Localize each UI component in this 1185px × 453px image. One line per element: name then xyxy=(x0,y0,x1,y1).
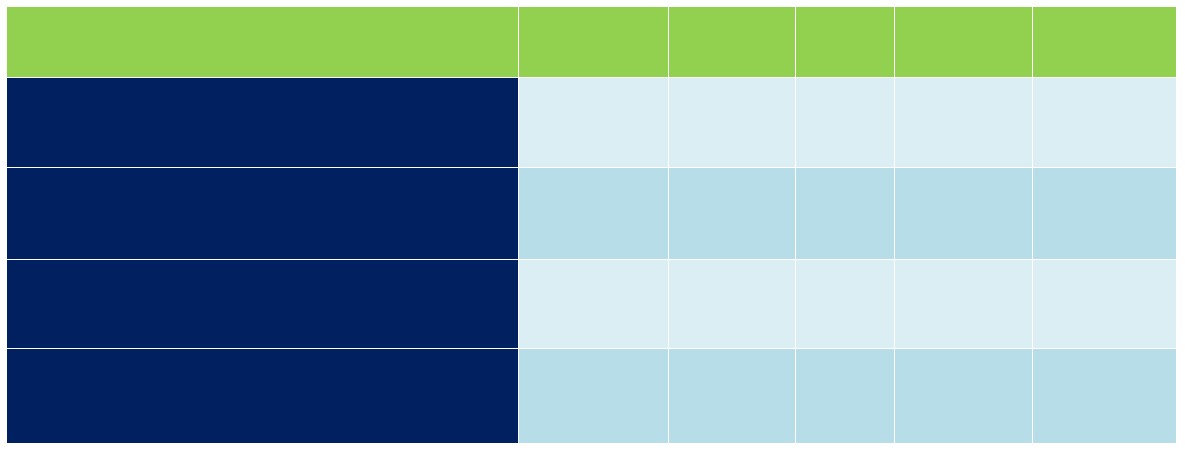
cell xyxy=(796,260,895,349)
cell xyxy=(669,349,796,443)
cell xyxy=(895,260,1033,349)
header-cell xyxy=(895,7,1033,78)
cell xyxy=(669,78,796,168)
cell xyxy=(895,168,1033,260)
cell xyxy=(519,78,669,168)
row-header-cell xyxy=(7,78,519,168)
cell xyxy=(519,349,669,443)
cell xyxy=(669,260,796,349)
header-cell xyxy=(796,7,895,78)
cell xyxy=(796,78,895,168)
cell xyxy=(669,168,796,260)
cell xyxy=(519,168,669,260)
cell xyxy=(1033,78,1176,168)
cell xyxy=(519,260,669,349)
cell xyxy=(1033,168,1176,260)
header-cell xyxy=(7,7,519,78)
row-header-cell xyxy=(7,260,519,349)
cell xyxy=(895,78,1033,168)
cell xyxy=(1033,260,1176,349)
row-header-cell xyxy=(7,168,519,260)
cell xyxy=(796,349,895,443)
header-cell xyxy=(669,7,796,78)
cell xyxy=(796,168,895,260)
header-cell xyxy=(519,7,669,78)
table xyxy=(7,7,1176,443)
header-cell xyxy=(1033,7,1176,78)
row-header-cell xyxy=(7,349,519,443)
cell xyxy=(1033,349,1176,443)
cell xyxy=(895,349,1033,443)
